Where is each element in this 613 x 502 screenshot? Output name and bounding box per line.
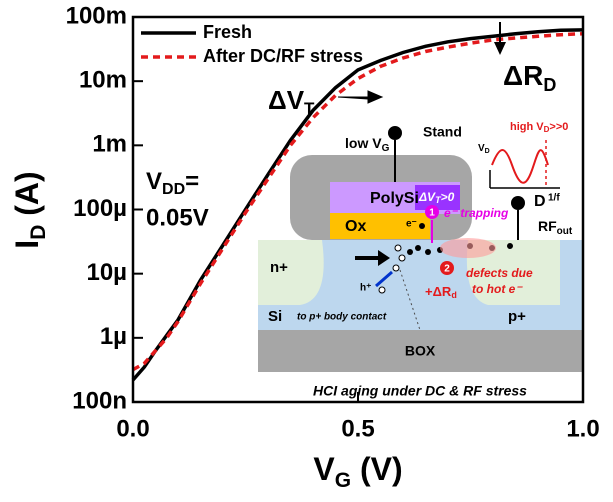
- drain-contact: [511, 196, 525, 210]
- x-axis-label: VG (V): [313, 451, 402, 491]
- defects-line: to hot e⁻: [472, 282, 523, 296]
- oxide: [330, 213, 430, 239]
- legend-label: After DC/RF stress: [203, 46, 363, 66]
- delta-vt: ΔVT: [268, 85, 315, 119]
- y-tick-label: 1µ: [100, 323, 127, 350]
- depletion-edge: [399, 269, 421, 331]
- wave-high: high VD>>0: [510, 121, 568, 134]
- step-1: [425, 205, 439, 219]
- defects-line: defects due: [466, 266, 533, 280]
- drain-label: D: [534, 193, 546, 210]
- hole-path: [375, 270, 393, 288]
- nplus: n+: [270, 259, 288, 276]
- y-tick-label: 1m: [92, 131, 127, 158]
- pplus: p+: [508, 308, 526, 325]
- step-2: [440, 261, 454, 275]
- gate-contact: [388, 126, 402, 140]
- hole-label: h⁺: [360, 283, 371, 294]
- polysi-label: PolySi: [370, 190, 419, 207]
- legend-label: Fresh: [203, 22, 252, 42]
- x-tick-label: 0.0: [116, 415, 149, 442]
- stand: Stand: [423, 124, 462, 140]
- defects: [440, 238, 496, 258]
- wave-f: 1/f: [548, 193, 560, 204]
- si-layer: [258, 305, 583, 330]
- y-tick-label: 100m: [66, 2, 127, 29]
- dvt-label: ΔVT>0: [418, 190, 455, 205]
- delta-rd-arrow-head: [494, 42, 506, 55]
- y-tick-label: 10µ: [86, 259, 127, 286]
- ox-label: Ox: [345, 218, 366, 235]
- x-tick-label: 1.0: [566, 415, 599, 442]
- vdd-value: 0.05V: [146, 204, 209, 231]
- step-2-label: 2: [444, 264, 450, 275]
- wave: [491, 149, 549, 184]
- y-tick-label: 100n: [72, 387, 127, 414]
- si-label: Si: [268, 308, 282, 325]
- electron-label: e⁻: [406, 219, 417, 230]
- delta-rd: ΔRD: [503, 60, 556, 94]
- drain-region: [466, 240, 560, 305]
- caption: HCI aging under DC & RF stress: [313, 383, 527, 399]
- x-tick-label: 0.5: [341, 415, 374, 442]
- y-axis-label: ID (A): [9, 171, 49, 248]
- y-tick-label: 10m: [79, 67, 127, 94]
- source-region: [258, 240, 324, 305]
- y-tick-label: 100µ: [73, 195, 127, 222]
- box-label: BOX: [405, 343, 436, 359]
- electron-flow: [355, 250, 390, 266]
- vdd: VDD=: [146, 168, 199, 198]
- inset-diagram: [258, 126, 583, 372]
- plot-frame: [131, 15, 585, 404]
- wave-vd: VD: [478, 143, 490, 155]
- rfout: RFout: [538, 218, 573, 237]
- low-vg: low VG: [345, 135, 390, 154]
- body-label: to p+ body contact: [297, 312, 387, 323]
- box-layer: [258, 330, 583, 372]
- delta-vt-arrow: [337, 90, 384, 104]
- trapping: e⁻ trapping: [444, 206, 509, 220]
- step-1-label: 1: [429, 208, 435, 219]
- drd: +ΔRd: [425, 284, 457, 300]
- holes: [378, 244, 406, 294]
- dvt-box: [415, 185, 460, 210]
